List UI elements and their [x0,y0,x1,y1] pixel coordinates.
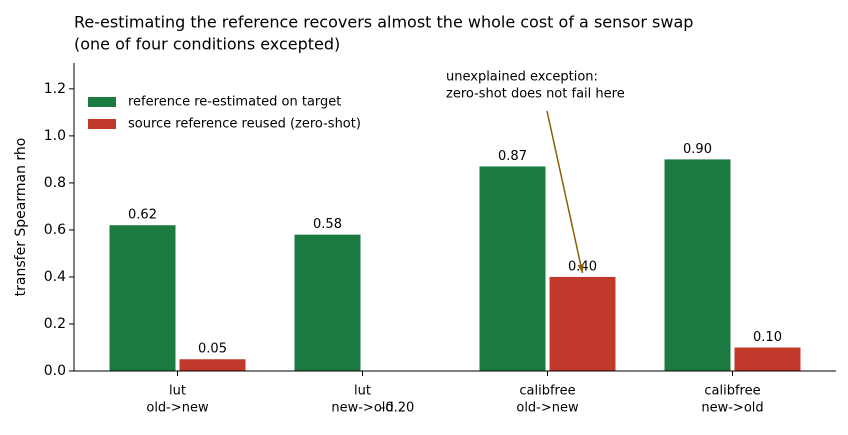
x-tick-label: lut [169,384,186,399]
annotation-arrowhead [577,264,584,273]
y-tick-label: 0.8 [44,175,66,191]
x-tick-label: old->new [516,401,579,416]
value-label: 0.05 [198,342,227,357]
bar [179,359,246,371]
value-label: 0.62 [128,208,157,223]
y-tick-label: 0.0 [44,363,66,379]
y-tick-label: 1.0 [44,128,66,144]
x-tick-label: old->new [146,401,209,416]
x-tick-label: new->old [701,401,763,416]
value-label: 0.87 [498,149,527,164]
legend-label: source reference reused (zero-shot) [128,117,361,132]
x-tick-label: lut [354,384,371,399]
x-tick-label: new->old [331,401,393,416]
y-tick-label: 1.2 [44,81,66,97]
legend-swatch [88,119,116,129]
value-label: -0.20 [381,401,415,416]
y-tick-label: 0.4 [44,269,66,285]
x-tick-label: calibfree [704,384,760,399]
annotation-text: unexplained exception: [446,70,598,85]
legend-label: reference re-estimated on target [128,95,341,110]
bar [109,225,176,371]
y-axis-label: transfer Spearman rho [13,138,29,297]
bar [734,347,801,371]
chart-subtitle: (one of four conditions excepted) [74,35,340,54]
annotation-text: zero-shot does not fail here [446,87,625,102]
value-label: 0.90 [683,142,712,157]
annotation-arrow [546,110,584,274]
y-tick-label: 0.6 [44,222,66,238]
chart-title: Re-estimating the reference recovers alm… [74,13,693,32]
y-tick-label: 0.2 [44,316,66,332]
x-tick-label: calibfree [519,384,575,399]
bar [549,276,616,371]
bar [664,159,731,371]
bar [294,234,361,371]
bar [479,166,546,371]
value-label: 0.10 [753,330,782,345]
legend-swatch [88,97,116,107]
value-label: 0.58 [313,217,342,232]
